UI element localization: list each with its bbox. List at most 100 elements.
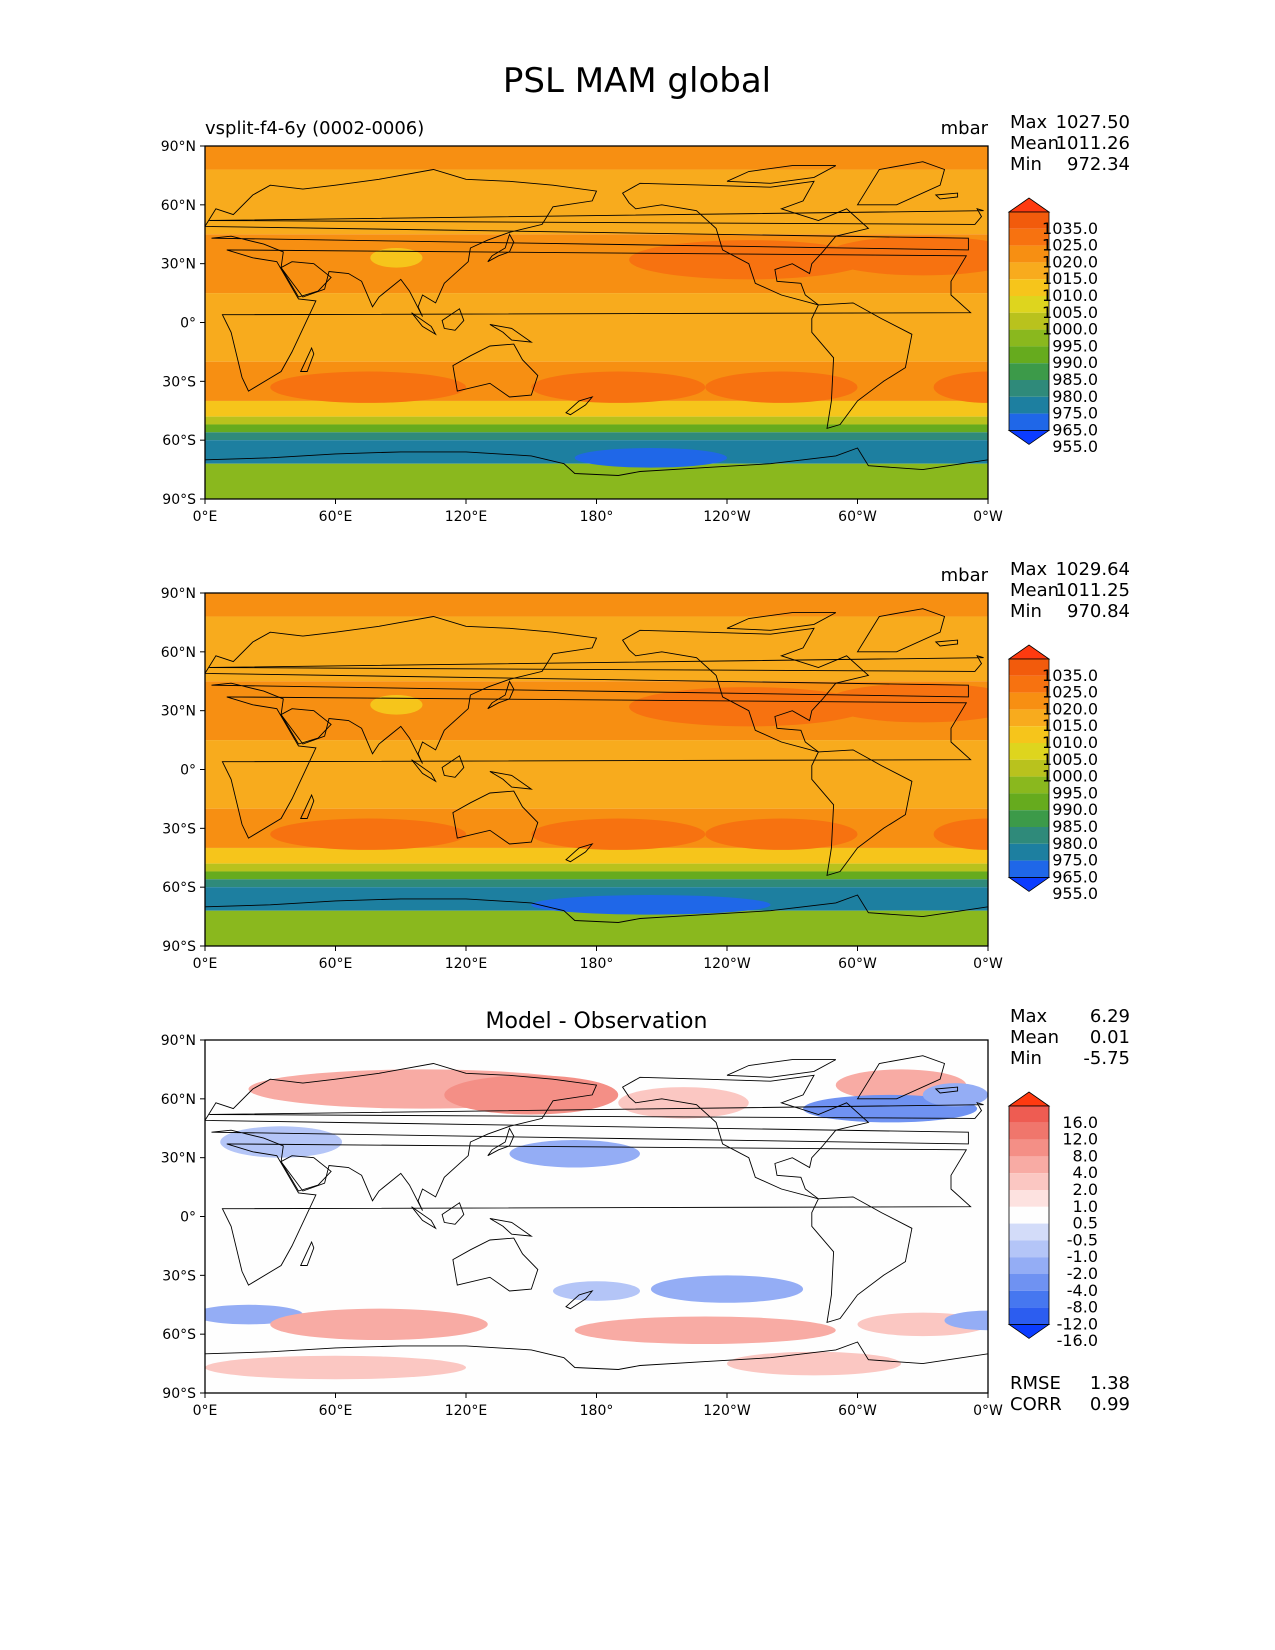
stat-label-corr: CORR xyxy=(1010,1394,1062,1415)
x-tick-label: 120°E xyxy=(445,1403,488,1419)
y-tick-label: 90°N xyxy=(161,139,196,155)
y-tick-label: 30°S xyxy=(162,821,196,837)
coastline-uk xyxy=(209,1102,984,1119)
stat-label-max: Max xyxy=(1010,559,1048,580)
coastline-new-zealand xyxy=(565,396,594,416)
stat-label-mean: Mean xyxy=(1010,1027,1059,1048)
x-tick-label: 0°E xyxy=(193,956,218,972)
colorbar-tick-label: 1025.0 xyxy=(1042,683,1098,702)
x-tick-label: 60°W xyxy=(838,1403,877,1419)
colorbar-tick-label: 965.0 xyxy=(1052,867,1098,886)
colorbar-segment xyxy=(1009,1240,1049,1258)
colorbar-tick-label: 4.0 xyxy=(1073,1163,1098,1182)
colorbar-tick-label: 1035.0 xyxy=(1042,666,1098,685)
colorbar-tick-label: 990.0 xyxy=(1052,353,1098,372)
colorbar-segment xyxy=(1009,692,1049,710)
field-band xyxy=(205,863,988,872)
colorbar-extend-bottom xyxy=(1007,877,1051,892)
stat-label-min: Min xyxy=(1010,154,1042,175)
x-tick-label: 60°E xyxy=(319,509,353,525)
colorbar-tick-label: 965.0 xyxy=(1052,420,1098,439)
x-tick-label: 180° xyxy=(580,956,614,972)
colorbar-tick-label: -4.0 xyxy=(1067,1281,1098,1300)
y-tick-label: 60°N xyxy=(161,645,196,661)
coastline-north-america xyxy=(621,627,870,753)
field-band xyxy=(205,910,988,946)
x-tick-label: 120°W xyxy=(703,956,751,972)
high-pressure-cell xyxy=(933,818,988,850)
coastline-antarctica xyxy=(205,1341,988,1393)
stat-label-max: Max xyxy=(1010,112,1048,133)
panel-model: vsplit-f4-6y (0002-0006) mbar 90°N 60°N 30°N… xyxy=(161,112,1130,525)
colorbar-segment xyxy=(1009,1156,1049,1174)
coastline-africa xyxy=(221,249,972,392)
colorbar: 1035.01025.01020.01015.01010.01005.01000… xyxy=(1007,197,1098,456)
coastline-greenland xyxy=(856,608,946,653)
colorbar-frame xyxy=(1008,1105,1050,1325)
stat-value-min: 970.84 xyxy=(1067,601,1130,622)
y-tick-label: 30°N xyxy=(161,257,196,273)
colorbar-segment xyxy=(1009,793,1049,811)
coastline-africa xyxy=(221,696,972,839)
y-tick-label: 60°S xyxy=(162,880,196,896)
colorbar-segment xyxy=(1009,1206,1049,1224)
anomaly-region xyxy=(444,1075,619,1115)
colorbar: 16.012.08.04.02.01.00.5-0.5-1.0-2.0-4.0-… xyxy=(1007,1091,1098,1350)
colorbar-segment xyxy=(1009,396,1049,414)
colorbar-segment xyxy=(1009,363,1049,380)
field-band xyxy=(205,416,988,425)
y-tick-label: 30°N xyxy=(161,704,196,720)
anomaly-region xyxy=(220,1126,343,1158)
x-tick-label: 120°W xyxy=(703,1403,751,1419)
colorbar-segment xyxy=(1009,709,1049,727)
colorbar-segment xyxy=(1009,759,1049,777)
high-pressure-cell xyxy=(270,818,466,850)
colorbar-tick-label: 0.5 xyxy=(1073,1214,1098,1233)
colorbar-segment xyxy=(1009,329,1049,347)
colorbar-segment xyxy=(1009,212,1049,229)
panel-units: mbar xyxy=(941,118,989,139)
colorbar: 1035.01025.01020.01015.01010.01005.01000… xyxy=(1007,644,1098,903)
high-pressure-cell xyxy=(531,371,706,403)
coastline-madagascar xyxy=(299,346,315,372)
x-tick-label: 0°W xyxy=(973,509,1003,525)
colorbar-tick-label: 1015.0 xyxy=(1042,716,1098,735)
colorbar-tick-label: 975.0 xyxy=(1052,851,1098,870)
x-tick-label: 0°W xyxy=(973,1403,1003,1419)
colorbar-extend-top xyxy=(1007,197,1051,213)
colorbar-tick-label: -8.0 xyxy=(1067,1298,1098,1317)
coastline-arctic-islands xyxy=(726,1059,837,1078)
stat-label-min: Min xyxy=(1010,1048,1042,1069)
stat-value-mean: 1011.26 xyxy=(1056,133,1130,154)
field-band xyxy=(205,400,988,417)
y-tick-label: 60°S xyxy=(162,433,196,449)
stat-value-rmse: 1.38 xyxy=(1090,1373,1130,1394)
colorbar-segment xyxy=(1009,1307,1049,1325)
y-tick-label: 90°S xyxy=(162,492,196,508)
coastline-arabia xyxy=(280,1155,332,1192)
colorbar-tick-label: 1020.0 xyxy=(1042,252,1098,271)
coastline-arctic-islands xyxy=(726,165,837,184)
x-tick-label: 120°W xyxy=(703,509,751,525)
coastline-arabia xyxy=(280,261,332,298)
colorbar-segment xyxy=(1009,860,1049,878)
y-tick-label: 30°N xyxy=(161,1151,196,1167)
colorbar-tick-label: 985.0 xyxy=(1052,817,1098,836)
colorbar-extend-bottom xyxy=(1007,429,1051,445)
x-tick-label: 120°E xyxy=(445,956,488,972)
y-tick-label: 0° xyxy=(180,1210,196,1226)
colorbar-tick-label: -2.0 xyxy=(1067,1264,1098,1283)
colorbar-segment xyxy=(1009,1223,1049,1241)
coastline-borneo xyxy=(441,1202,465,1225)
x-tick-label: 60°E xyxy=(319,956,353,972)
coastline-new-guinea xyxy=(489,1218,533,1237)
high-pressure-cell xyxy=(531,818,706,850)
colorbar-segment xyxy=(1009,743,1049,760)
colorbar-tick-label: 1025.0 xyxy=(1042,236,1098,255)
coastline-new-zealand xyxy=(565,843,594,863)
coastline-antarctica xyxy=(205,447,988,499)
y-tick-label: 90°S xyxy=(162,1386,196,1402)
colorbar-tick-label: 955.0 xyxy=(1052,884,1098,903)
coastline-borneo xyxy=(441,308,465,331)
colorbar-segment xyxy=(1009,1106,1049,1123)
